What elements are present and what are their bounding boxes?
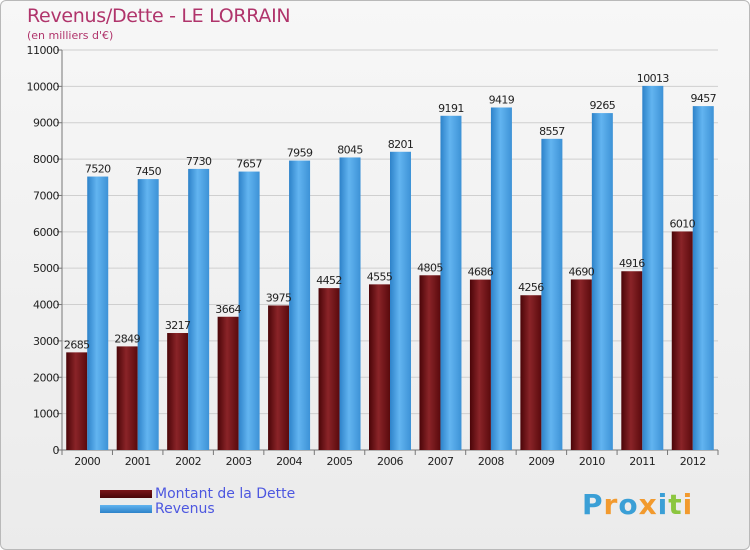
y-tick-label: 4000 <box>33 299 59 312</box>
data-label-debt-2000: 2685 <box>64 338 90 351</box>
data-label-debt-2008: 4686 <box>468 266 494 279</box>
data-label-debt-2012: 6010 <box>669 217 695 230</box>
y-tick-label: 1000 <box>33 408 59 421</box>
data-label-revenus-2007: 9191 <box>438 102 464 115</box>
data-label-revenus-2006: 8201 <box>388 138 414 151</box>
data-label-revenus-2004: 7959 <box>287 147 313 160</box>
bar-revenus-2003 <box>238 171 260 450</box>
data-label-revenus-2011: 10013 <box>637 72 670 85</box>
bar-revenus-2004 <box>289 160 311 450</box>
bar-revenus-2005 <box>339 157 361 451</box>
bar-debt-2007 <box>419 275 441 450</box>
legend-label-debt: Montant de la Dette <box>155 486 296 502</box>
bar-debt-2004 <box>268 305 290 450</box>
y-tick-label: 11000 <box>27 44 60 57</box>
x-tick-label-2002: 2002 <box>175 455 201 468</box>
y-tick-label: 10000 <box>27 80 60 93</box>
data-label-revenus-2001: 7450 <box>135 165 161 178</box>
x-tick-label-2011: 2011 <box>629 455 655 468</box>
data-label-debt-2009: 4256 <box>518 281 544 294</box>
x-tick-label-2008: 2008 <box>478 455 504 468</box>
data-label-debt-2010: 4690 <box>569 265 595 278</box>
data-label-debt-2002: 3217 <box>165 319 191 332</box>
data-label-revenus-2003: 7657 <box>236 158 262 171</box>
data-label-debt-2005: 4452 <box>316 274 342 287</box>
data-label-debt-2007: 4805 <box>417 261 443 274</box>
bars-layer <box>66 85 714 451</box>
bar-debt-2011 <box>621 271 643 450</box>
logo-letter-3: x <box>638 488 658 521</box>
y-tick-label: 2000 <box>33 371 59 384</box>
data-label-revenus-2000: 7520 <box>85 163 111 176</box>
data-label-debt-2011: 4916 <box>619 257 645 270</box>
labels-layer: 0 1000 2000 3000 4000 5000 6000 7000 8000 9000 100… <box>27 44 718 468</box>
logo-letter-4: i <box>657 488 669 521</box>
data-label-debt-2006: 4555 <box>367 270 393 283</box>
logo-letter-6: i <box>682 488 694 521</box>
logo-letter-2: o <box>618 488 639 521</box>
bar-revenus-2011 <box>642 85 664 451</box>
data-label-revenus-2010: 9265 <box>590 99 616 112</box>
x-tick-label-2012: 2012 <box>680 455 706 468</box>
bar-revenus-2007 <box>440 115 462 451</box>
data-label-revenus-2012: 9457 <box>690 92 716 105</box>
data-label-revenus-2008: 9419 <box>489 93 515 106</box>
x-tick-label-2000: 2000 <box>74 455 100 468</box>
data-label-revenus-2009: 8557 <box>539 125 565 138</box>
legend-swatch-debt <box>100 490 152 498</box>
logo-letter-5: t <box>668 488 683 521</box>
data-label-revenus-2002: 7730 <box>186 155 212 168</box>
x-tick-label-2003: 2003 <box>226 455 252 468</box>
y-tick-label: 5000 <box>33 262 59 275</box>
proxiti-logo: Proxiti <box>582 488 693 521</box>
bar-debt-2012 <box>671 231 693 450</box>
y-tick-label: 9000 <box>33 117 59 130</box>
x-tick-label-2010: 2010 <box>579 455 605 468</box>
y-tick-label: 6000 <box>33 226 59 239</box>
bar-debt-2003 <box>217 316 239 450</box>
bar-debt-2010 <box>570 279 592 450</box>
y-tick-label: 7000 <box>33 189 59 202</box>
y-tick-label: 3000 <box>33 335 59 348</box>
bar-debt-2002 <box>167 333 189 450</box>
y-tick-label: 0 <box>53 444 60 457</box>
chart-subtitle: (en milliers d'€) <box>27 29 114 42</box>
bar-revenus-2002 <box>188 168 210 450</box>
x-tick-label-2006: 2006 <box>377 455 403 468</box>
x-tick-label-2005: 2005 <box>327 455 353 468</box>
data-label-debt-2004: 3975 <box>266 291 292 304</box>
bar-revenus-2010 <box>591 113 613 450</box>
data-label-debt-2001: 2849 <box>114 332 140 345</box>
x-tick-label-2001: 2001 <box>125 455 151 468</box>
bar-revenus-2009 <box>541 138 563 450</box>
x-tick-label-2004: 2004 <box>276 455 302 468</box>
bar-debt-2008 <box>469 279 491 450</box>
bar-revenus-2008 <box>490 107 512 450</box>
bar-revenus-2000 <box>87 176 109 450</box>
bar-debt-2006 <box>369 284 390 450</box>
bar-debt-2000 <box>66 352 88 450</box>
y-tick-label: 8000 <box>33 153 59 166</box>
chart-title: Revenus/Dette - LE LORRAIN <box>27 5 291 27</box>
data-label-revenus-2005: 8045 <box>337 143 363 156</box>
bar-debt-2001 <box>116 346 138 450</box>
logo-letter-1: r <box>603 488 619 521</box>
bar-debt-2005 <box>318 288 340 450</box>
bar-revenus-2012 <box>692 106 714 450</box>
logo-letter-0: P <box>582 488 604 521</box>
x-tick-label-2007: 2007 <box>427 455 453 468</box>
bar-revenus-2001 <box>137 179 159 450</box>
legend-label-revenus: Revenus <box>155 501 215 517</box>
bar-debt-2009 <box>520 295 542 450</box>
bar-revenus-2006 <box>390 151 411 451</box>
legend-swatch-revenus <box>100 505 152 513</box>
data-label-debt-2003: 3664 <box>215 303 241 316</box>
x-tick-label-2009: 2009 <box>528 455 554 468</box>
